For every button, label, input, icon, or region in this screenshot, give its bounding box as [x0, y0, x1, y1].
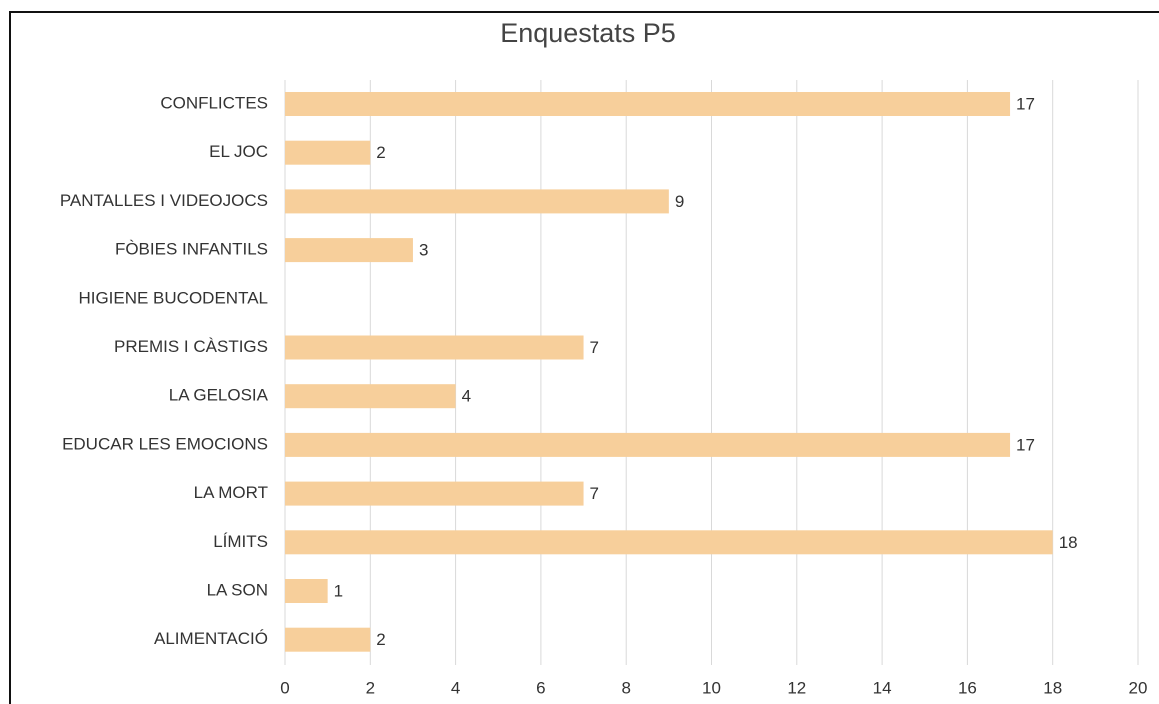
x-tick-label: 6: [536, 678, 545, 697]
data-label: 2: [376, 630, 385, 649]
data-label: 3: [419, 241, 428, 260]
bar: [285, 335, 584, 360]
y-tick-label: EL JOC: [209, 142, 268, 161]
x-tick-label: 20: [1129, 678, 1148, 697]
x-tick-label: 0: [280, 678, 289, 697]
y-tick-label: LA MORT: [194, 483, 268, 502]
data-label: 18: [1059, 533, 1078, 552]
x-tick-label: 4: [451, 678, 460, 697]
bar: [285, 140, 371, 165]
frame: [9, 11, 1159, 704]
bar: [285, 579, 328, 603]
x-tick-label: 2: [366, 678, 375, 697]
y-tick-label: PANTALLES I VIDEOJOCS: [60, 191, 268, 210]
data-label: 9: [675, 192, 684, 211]
bar: [285, 432, 1011, 457]
x-tick-label: 10: [702, 678, 721, 697]
bar: [285, 481, 584, 506]
data-label: 7: [590, 484, 599, 503]
y-tick-label: LA GELOSIA: [169, 386, 269, 405]
x-tick-label: 12: [787, 678, 806, 697]
y-tick-label: HIGIENE BUCODENTAL: [78, 288, 268, 307]
y-tick-label: CONFLICTES: [160, 93, 268, 112]
chart-title: Enquestats P5: [500, 18, 676, 48]
data-label: 2: [376, 143, 385, 162]
x-tick-label: 18: [1043, 678, 1062, 697]
y-tick-label: EDUCAR LES EMOCIONS: [62, 434, 268, 453]
bar: [285, 530, 1053, 555]
bar: [285, 627, 371, 652]
data-label: 17: [1016, 94, 1035, 113]
data-label: 17: [1016, 435, 1035, 454]
data-label: 7: [590, 338, 599, 357]
y-tick-label: PREMIS I CÀSTIGS: [114, 337, 268, 356]
bar: [285, 238, 413, 263]
x-tick-label: 8: [621, 678, 630, 697]
x-tick-label: 16: [958, 678, 977, 697]
y-tick-label: LA SON: [207, 580, 268, 599]
bar: [285, 92, 1011, 116]
y-tick-label: ALIMENTACIÓ: [154, 629, 268, 648]
y-tick-label: FÒBIES INFANTILS: [115, 240, 268, 259]
data-label: 4: [462, 387, 471, 406]
y-tick-label: LÍMITS: [213, 532, 268, 551]
bar: [285, 189, 669, 214]
bar: [285, 384, 456, 409]
data-label: 1: [334, 581, 343, 600]
x-tick-label: 14: [873, 678, 892, 697]
